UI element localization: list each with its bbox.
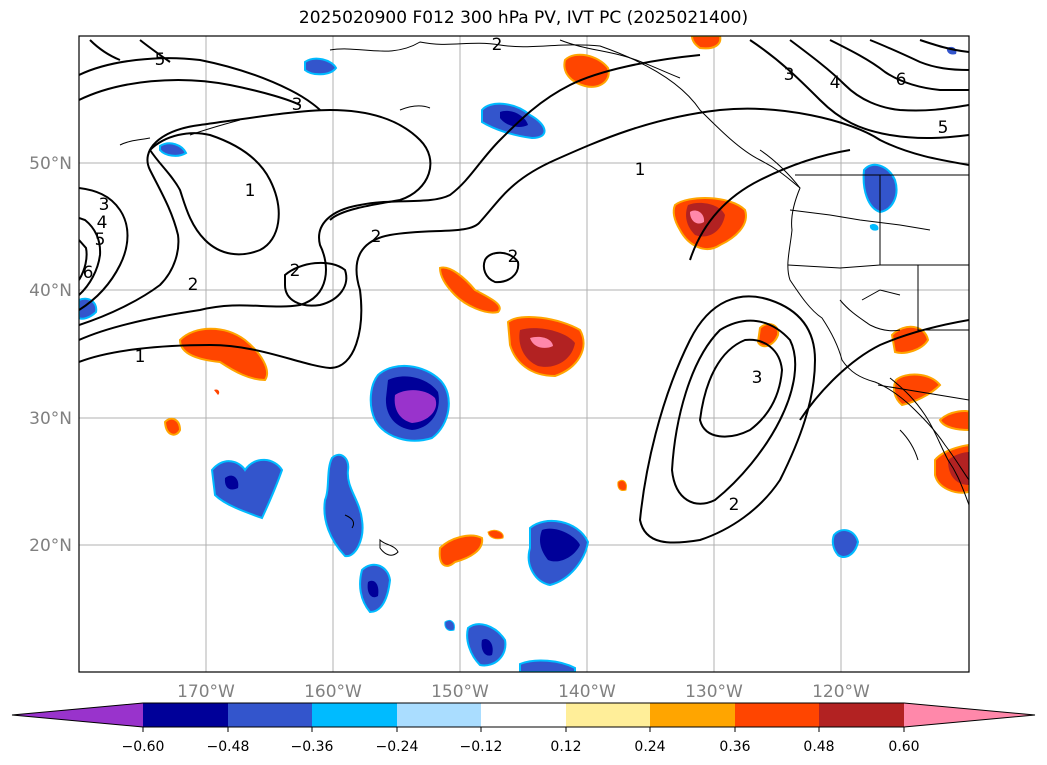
contour-label: 2: [492, 35, 503, 55]
lon-label: 140°W: [558, 682, 616, 702]
latitude-labels: 50°N 40°N 30°N 20°N: [29, 154, 72, 556]
contour-label: 5: [938, 118, 949, 138]
map-title: 2025020900 F012 300 hPa PV, IVT PC (2025…: [298, 8, 749, 28]
contour-labels: 1 2 2 2 2 3 3 4 5 6 1 2 3 1 2 3 4 5 6 5: [83, 35, 949, 515]
plot-border: [78, 35, 970, 673]
colorbar-segment: [397, 703, 481, 727]
contour-label: 1: [245, 181, 256, 201]
lat-label: 50°N: [29, 154, 72, 174]
longitude-labels: 170°W 160°W 150°W 140°W 130°W 120°W: [177, 682, 870, 702]
colorbar-extend-left: [12, 703, 143, 727]
colorbar-tick-label: 0.60: [888, 739, 919, 755]
colorbar-extend-right: [904, 703, 1035, 727]
contour-label: 3: [99, 195, 110, 215]
colorbar-segment: [143, 703, 228, 727]
contour-label: 4: [830, 73, 841, 93]
colorbar-tick-label: −0.48: [207, 739, 250, 755]
colorbar-segment: [735, 703, 819, 727]
political-borders: [787, 174, 969, 401]
contour-label: 3: [752, 368, 763, 388]
colorbar-tick-label: −0.36: [291, 739, 334, 755]
lon-label: 150°W: [431, 682, 489, 702]
negative-anomaly-fills: [79, 46, 957, 672]
colorbar-tick-label: 0.36: [719, 739, 750, 755]
lat-label: 30°N: [29, 409, 72, 429]
contour-label: 4: [97, 213, 108, 233]
lon-label: 160°W: [304, 682, 362, 702]
contour-label: 3: [784, 65, 795, 85]
lon-label: 170°W: [177, 682, 235, 702]
contour-label: 5: [155, 50, 166, 70]
colorbar-segment: [312, 703, 397, 727]
lon-label: 130°W: [685, 682, 743, 702]
colorbar-segment: [481, 703, 566, 727]
colorbar-tick-label: −0.12: [460, 739, 503, 755]
graticule: [79, 36, 969, 672]
colorbar-tick-label: 0.24: [634, 739, 665, 755]
contour-label: 2: [729, 495, 740, 515]
contour-label: 5: [95, 230, 106, 250]
lat-label: 40°N: [29, 281, 72, 301]
colorbar-segment: [650, 703, 735, 727]
contour-label: 1: [135, 347, 146, 367]
contour-label: 6: [896, 70, 907, 90]
contour-label: 1: [635, 160, 646, 180]
pv-contours: [79, 39, 969, 544]
colorbar-tick-label: −0.24: [376, 739, 419, 755]
colorbar-tick-label: −0.60: [122, 739, 165, 755]
colorbar-segment: [566, 703, 650, 727]
contour-label: 3: [292, 95, 303, 115]
positive-anomaly-fills: [163, 36, 969, 567]
colorbar: −0.60 −0.48 −0.36 −0.24 −0.12 0.12 0.24 …: [11, 702, 1036, 755]
colorbar-tick-label: 0.12: [550, 739, 581, 755]
contour-label: 2: [188, 275, 199, 295]
contour-label: 2: [508, 247, 519, 267]
colorbar-tick-label: 0.48: [803, 739, 834, 755]
contour-label: 2: [371, 227, 382, 247]
contour-label: 2: [290, 261, 301, 281]
contour-label: 6: [83, 263, 94, 283]
colorbar-segment: [228, 703, 312, 727]
colorbar-segment: [819, 703, 904, 727]
lon-label: 120°W: [812, 682, 870, 702]
lat-label: 20°N: [29, 536, 72, 556]
